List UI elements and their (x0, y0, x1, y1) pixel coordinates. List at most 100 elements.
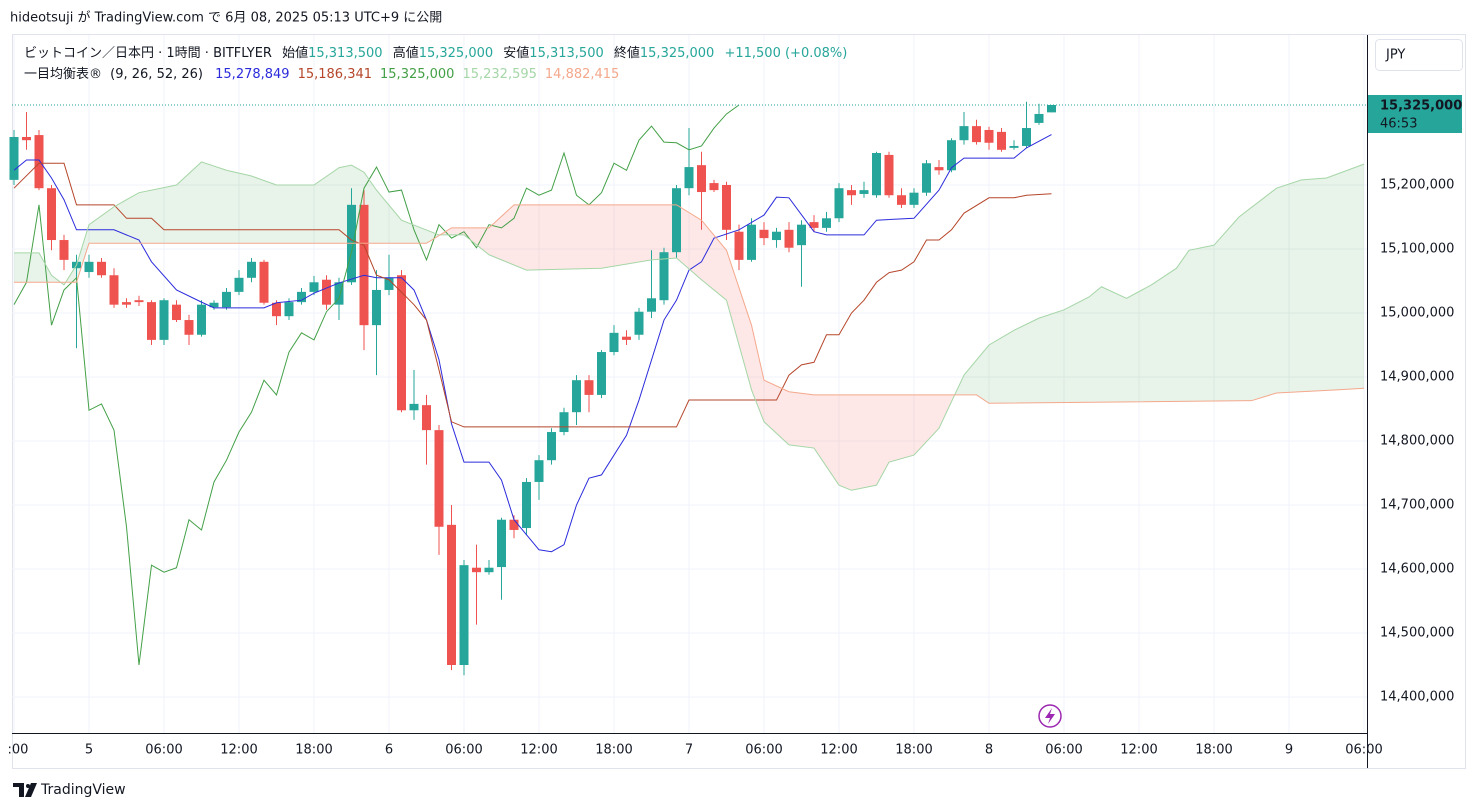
candle-body (634, 311, 644, 335)
candle-body (472, 567, 481, 573)
candle-body (684, 167, 694, 189)
indicator-lines (13, 104, 1365, 666)
candle-body (584, 380, 594, 395)
legend-indicator-value: 15,278,849 (215, 67, 289, 82)
candle-body (784, 229, 794, 248)
x-tick-label: 18:00 (1195, 743, 1232, 758)
candle-body (297, 291, 306, 303)
legend-params: (9, 26, 52, 26) (110, 67, 203, 82)
y-tick-label: 14,700,000 (1380, 498, 1454, 513)
x-tick-label: :00 (8, 743, 29, 758)
candle-body (659, 252, 669, 301)
publish-line: hideotsuji が TradingView.com で 6月 08, 20… (10, 11, 442, 26)
x-tick-label: 12:00 (820, 743, 857, 758)
candle-body (197, 304, 206, 335)
x-tick-label: 18:00 (595, 743, 632, 758)
candle-body (709, 183, 719, 191)
x-tick-label: 5 (85, 743, 93, 758)
currency-button[interactable] (1375, 39, 1463, 71)
candle-body (647, 298, 656, 312)
legend-line-2: 一目均衡表® (9, 26, 52, 26) 15,278,849 15,186,… (24, 67, 619, 82)
cloud (14, 161, 1364, 491)
legend-indicator-value: 15,186,341 (298, 67, 372, 82)
candle-body (572, 380, 581, 413)
candle-body (997, 131, 1006, 150)
candle-body (272, 302, 281, 317)
candle-body (847, 190, 856, 196)
candle-body (159, 300, 169, 340)
tv-logo-dot (26, 784, 30, 788)
price-tag-countdown: 46:53 (1380, 117, 1417, 132)
x-tick-label: 18:00 (295, 743, 332, 758)
x-tick-label: 6 (385, 743, 393, 758)
candle-body (1034, 113, 1044, 123)
cloud-fill (439, 204, 955, 491)
candle-body (209, 302, 219, 308)
candle-body (797, 224, 806, 246)
y-tick-label: 14,900,000 (1380, 370, 1454, 385)
chart-frame (12, 34, 1466, 769)
legend-symbol: ビットコイン／日本円 · 1時間 · BITFLYER (24, 46, 272, 61)
legend-close: 15,325,000 (640, 46, 714, 61)
candle-body (547, 432, 556, 461)
cloud-fill (954, 164, 1364, 404)
candle-body (359, 204, 369, 326)
x-tick-label: 06:00 (1345, 743, 1382, 758)
x-tick-label: 12:00 (520, 743, 557, 758)
candle-body (222, 291, 231, 308)
x-tick-label: 7 (685, 743, 693, 758)
candle-body (822, 218, 831, 228)
candle-body (22, 137, 31, 141)
candle-body (259, 261, 269, 303)
candle-body (809, 222, 819, 228)
x-tick-label: 06:00 (1045, 743, 1082, 758)
candle-body (722, 185, 731, 230)
candle-body (409, 403, 419, 411)
candles (9, 101, 1056, 676)
candle-body (859, 190, 869, 194)
candle-body (522, 481, 531, 529)
candle-body (334, 282, 344, 305)
y-tick-label: 15,100,000 (1380, 242, 1454, 257)
candle-body (972, 126, 981, 143)
indicator-line (14, 204, 1365, 404)
candle-body (947, 140, 956, 171)
lightning-icon[interactable] (1038, 704, 1062, 728)
legend-open: 15,313,500 (308, 46, 382, 61)
candle-body (597, 352, 606, 395)
legend-low: 15,313,500 (529, 46, 603, 61)
y-tick-label: 14,400,000 (1380, 690, 1454, 705)
candle-body (884, 154, 894, 196)
candle-body (622, 336, 631, 340)
candle-body (109, 275, 119, 305)
candle-body (509, 519, 519, 530)
candle-body (497, 519, 506, 568)
candle-body (934, 167, 944, 171)
x-tick-label: 9 (1285, 743, 1293, 758)
candle-body (172, 304, 181, 321)
brand: TradingView (40, 782, 126, 798)
indicator-line (14, 161, 1365, 491)
x-tick-label: 06:00 (745, 743, 782, 758)
legend-indicator: 一目均衡表® (24, 67, 102, 82)
legend-line-1: ビットコイン／日本円 · 1時間 · BITFLYER 始値15,313,500… (24, 45, 847, 61)
price-tag-label: 15,325,000 (1380, 99, 1462, 114)
lightning-bolt[interactable] (1045, 708, 1055, 724)
candle-body (84, 261, 94, 273)
candle-body (459, 565, 469, 665)
x-tick-label: 12:00 (220, 743, 257, 758)
candle-body (559, 412, 569, 433)
candle-body (9, 137, 19, 180)
tv-logo (13, 783, 37, 797)
candle-body (384, 277, 394, 290)
candle-body (772, 231, 781, 241)
x-tick-label: 18:00 (895, 743, 932, 758)
legend-high: 15,325,000 (419, 46, 493, 61)
y-tick-label: 15,200,000 (1380, 178, 1454, 193)
candle-body (234, 277, 244, 292)
candle-body (322, 279, 331, 305)
legend-change: +11,500 (+0.08%) (724, 46, 847, 61)
legend-high-label: 高値 (393, 45, 419, 61)
currency-label[interactable]: JPY (1385, 48, 1405, 63)
